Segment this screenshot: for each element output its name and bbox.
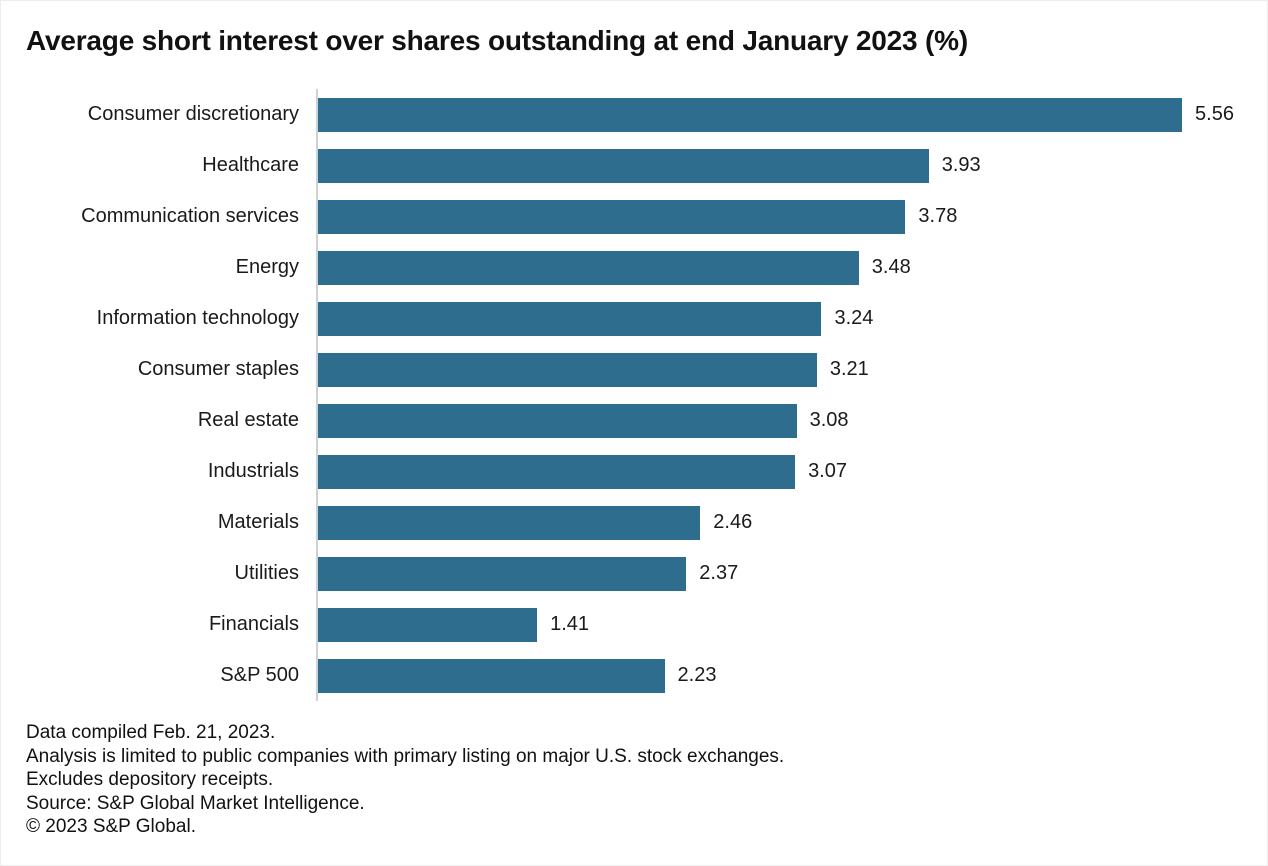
bar	[318, 607, 538, 642]
bar-row: Materials 2.46	[26, 497, 1256, 548]
value-label: 2.37	[699, 562, 739, 584]
category-label: Industrials	[207, 460, 299, 482]
footnote-line: Data compiled Feb. 21, 2023.	[26, 722, 276, 743]
category-label: Consumer discretionary	[87, 103, 299, 125]
category-label: Utilities	[234, 562, 299, 584]
bar-track: 5.56	[316, 89, 1256, 140]
category-label: Materials	[217, 511, 299, 533]
bar	[318, 505, 701, 540]
value-label: 3.48	[871, 256, 911, 278]
category-label: S&P 500	[220, 664, 299, 686]
bar-track: 1.41	[316, 599, 1256, 650]
bar-track: 3.24	[316, 293, 1256, 344]
bar	[318, 148, 929, 183]
bar-row: Information technology 3.24	[26, 293, 1256, 344]
value-label: 2.23	[677, 664, 717, 686]
category-label: Communication services	[81, 205, 299, 227]
bar	[318, 301, 822, 336]
value-label: 3.24	[834, 307, 874, 329]
bar-row: Financials 1.41	[26, 599, 1256, 650]
value-label: 3.07	[808, 460, 847, 482]
bar	[318, 97, 1183, 132]
bar-chart: Consumer discretionary 5.56 Healthcare 3.93…	[26, 89, 1256, 701]
bar-row: Consumer discretionary 5.56	[26, 89, 1256, 140]
bar-track: 3.48	[316, 242, 1256, 293]
bar-track: 3.93	[316, 140, 1256, 191]
value-label: 3.78	[918, 205, 958, 227]
bar-track: 3.07	[316, 446, 1256, 497]
chart-title: Average short interest over shares outst…	[26, 25, 968, 56]
value-label: 2.46	[713, 511, 753, 533]
bar-row: Industrials 3.07	[26, 446, 1256, 497]
footnote-line: Excludes depository receipts.	[26, 769, 274, 790]
category-label: Consumer staples	[137, 358, 299, 380]
category-label: Healthcare	[202, 154, 299, 176]
footnote-line: Source: S&P Global Market Intelligence.	[26, 792, 365, 814]
bar-track: 3.08	[316, 395, 1256, 446]
value-label: 3.93	[941, 154, 981, 176]
bar	[318, 454, 796, 489]
value-label: 3.08	[809, 409, 849, 431]
category-label: Energy	[235, 256, 299, 278]
bar	[318, 250, 859, 285]
value-label: 3.21	[829, 358, 869, 380]
bar	[318, 556, 687, 591]
category-label: Information technology	[96, 307, 299, 329]
category-label: Real estate	[197, 409, 299, 431]
bar	[318, 658, 665, 693]
bar-track: 3.21	[316, 344, 1256, 395]
bar-row: Healthcare 3.93	[26, 140, 1256, 191]
bar-track: 3.78	[316, 191, 1256, 242]
bar-row: Consumer staples 3.21	[26, 344, 1256, 395]
bar-track: 2.46	[316, 497, 1256, 548]
value-label: 1.41	[550, 613, 590, 635]
bar	[318, 352, 817, 387]
bar-row: Communication services 3.78	[26, 191, 1256, 242]
value-label: 5.56	[1195, 103, 1234, 125]
bar	[318, 199, 906, 234]
footnote-line: Analysis is limited to public companies …	[26, 745, 785, 767]
bar-row: Utilities 2.37	[26, 548, 1256, 599]
footnotes: Data compiled Feb. 21, 2023. Analysis is …	[26, 721, 1242, 839]
bar	[318, 403, 797, 438]
bar-row: S&P 500 2.23	[26, 650, 1256, 701]
bar-row: Energy 3.48	[26, 242, 1256, 293]
footnote-line: © 2023 S&P Global.	[26, 816, 196, 837]
bar-track: 2.23	[316, 650, 1256, 701]
category-label: Financials	[208, 613, 299, 635]
bar-track: 2.37	[316, 548, 1256, 599]
bar-row: Real estate 3.08	[26, 395, 1256, 446]
